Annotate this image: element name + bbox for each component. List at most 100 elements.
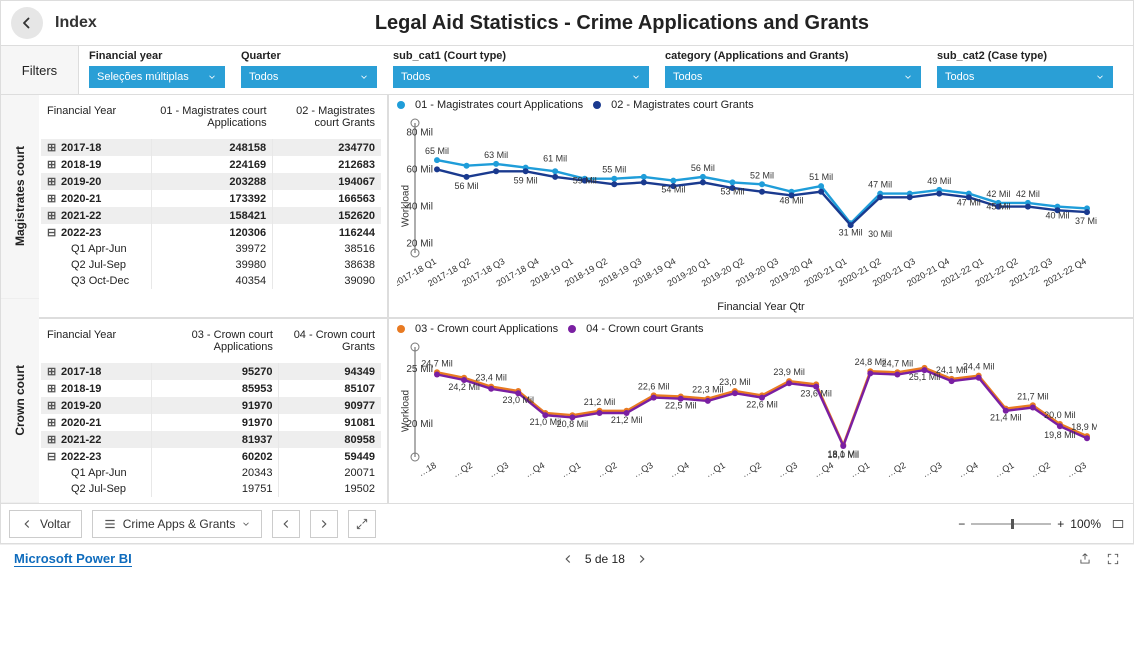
expand-icon[interactable]: ⊞ bbox=[47, 175, 57, 188]
table-row[interactable]: ⊟2022-236020259449 bbox=[41, 448, 381, 465]
filter-select-qtr[interactable]: Todos bbox=[241, 66, 377, 88]
svg-text:…Q2: …Q2 bbox=[1029, 460, 1052, 479]
svg-text:65 Mil: 65 Mil bbox=[425, 146, 449, 156]
svg-text:24,7 Mil: 24,7 Mil bbox=[421, 358, 453, 368]
table-cell: 120306 bbox=[151, 224, 273, 241]
svg-text:22,6 Mil: 22,6 Mil bbox=[746, 399, 778, 409]
table-row[interactable]: Q2 Jul-Sep1975119502 bbox=[41, 481, 381, 497]
table-cell: 194067 bbox=[273, 173, 381, 190]
table-cell: 90977 bbox=[279, 397, 381, 414]
table-row[interactable]: ⊞2017-189527094349 bbox=[41, 363, 381, 380]
svg-text:55 Mil: 55 Mil bbox=[602, 165, 626, 175]
table-cell: 85953 bbox=[151, 380, 279, 397]
filter-qtr: QuarterTodos bbox=[235, 46, 383, 94]
filter-select-fy[interactable]: Seleções múltiplas bbox=[89, 66, 225, 88]
fit-page-icon[interactable] bbox=[1111, 517, 1125, 531]
table-cell: 203288 bbox=[151, 173, 273, 190]
table-cell: Q1 Apr-Jun bbox=[41, 465, 151, 481]
table-row[interactable]: ⊞2020-21173392166563 bbox=[41, 190, 381, 207]
footer-prev-button[interactable] bbox=[272, 510, 300, 538]
svg-text:23,6 Mil: 23,6 Mil bbox=[800, 388, 832, 398]
svg-text:…Q2: …Q2 bbox=[740, 460, 763, 479]
chevron-right-icon[interactable] bbox=[635, 552, 649, 566]
zoom-slider[interactable] bbox=[971, 523, 1051, 525]
legend-swatch bbox=[568, 325, 576, 333]
table-row[interactable]: ⊞2019-209197090977 bbox=[41, 397, 381, 414]
gutter-label: Crown court bbox=[13, 365, 27, 436]
chevron-down-icon bbox=[631, 72, 641, 82]
zoom-control[interactable]: − + 100% bbox=[958, 517, 1101, 531]
gutter-mag: Magistrates court bbox=[1, 95, 39, 299]
table-row[interactable]: ⊞2018-19224169212683 bbox=[41, 156, 381, 173]
table-cell: Q2 Jul-Sep bbox=[41, 481, 151, 497]
svg-text:20 Mil: 20 Mil bbox=[406, 239, 433, 250]
svg-text:21,2 Mil: 21,2 Mil bbox=[584, 397, 616, 407]
table-row[interactable]: ⊞2018-198595385107 bbox=[41, 380, 381, 397]
expand-icon[interactable]: ⊞ bbox=[47, 433, 57, 446]
expand-icon[interactable]: ⊞ bbox=[47, 416, 57, 429]
expand-icon[interactable]: ⊞ bbox=[47, 141, 57, 154]
zoom-minus[interactable]: − bbox=[958, 517, 965, 531]
expand-icon[interactable]: ⊞ bbox=[47, 158, 57, 171]
table-row[interactable]: Q1 Apr-Jun3997238516 bbox=[41, 241, 381, 257]
chevron-left-icon[interactable] bbox=[561, 552, 575, 566]
filter-select-court[interactable]: Todos bbox=[393, 66, 649, 88]
expand-icon[interactable]: ⊞ bbox=[47, 365, 57, 378]
collapse-icon bbox=[355, 517, 369, 531]
fullscreen-icon[interactable] bbox=[1106, 552, 1120, 566]
filter-select-cat[interactable]: Todos bbox=[665, 66, 921, 88]
expand-icon[interactable]: ⊞ bbox=[47, 209, 57, 222]
table-mag: Financial Year01 - Magistrates court App… bbox=[39, 95, 389, 317]
table-cell: 81937 bbox=[151, 431, 279, 448]
chevron-down-icon bbox=[1095, 72, 1105, 82]
table-row[interactable]: Q2 Jul-Sep3998038638 bbox=[41, 257, 381, 273]
expand-icon[interactable]: ⊞ bbox=[47, 399, 57, 412]
powerbi-link[interactable]: Microsoft Power BI bbox=[14, 551, 132, 567]
table-row[interactable]: Q1 Apr-Jun2034320071 bbox=[41, 465, 381, 481]
y-axis-label: Workload bbox=[401, 390, 412, 432]
footer-back-button[interactable]: Voltar bbox=[9, 510, 82, 538]
expand-icon[interactable]: ⊞ bbox=[47, 382, 57, 395]
svg-text:24,2 Mil: 24,2 Mil bbox=[448, 382, 480, 392]
svg-text:…Q4: …Q4 bbox=[668, 460, 691, 479]
table-cell: Q1 Apr-Jun bbox=[41, 241, 151, 257]
filter-select-case[interactable]: Todos bbox=[937, 66, 1113, 88]
svg-text:45 Mil: 45 Mil bbox=[986, 201, 1010, 211]
footer-next-button[interactable] bbox=[310, 510, 338, 538]
table-cell: 19751 bbox=[151, 481, 279, 497]
table-row[interactable]: Q3 Oct-Dec4035439090 bbox=[41, 273, 381, 289]
chart-legend: 01 - Magistrates court Applications02 - … bbox=[397, 99, 1125, 111]
table-row[interactable]: ⊞2020-219197091081 bbox=[41, 414, 381, 431]
expand-icon[interactable]: ⊞ bbox=[47, 192, 57, 205]
table-row[interactable]: ⊟2022-23120306116244 bbox=[41, 224, 381, 241]
table-cell: ⊞2019-20 bbox=[41, 397, 151, 414]
chevron-down-icon bbox=[359, 72, 369, 82]
svg-text:22,6 Mil: 22,6 Mil bbox=[638, 381, 670, 391]
chevron-down-icon bbox=[241, 519, 251, 529]
chevron-right-icon bbox=[317, 517, 331, 531]
footer-tab-select[interactable]: Crime Apps & Grants bbox=[92, 510, 263, 538]
table-row[interactable]: ⊞2019-20203288194067 bbox=[41, 173, 381, 190]
table-row[interactable]: ⊞2017-18248158234770 bbox=[41, 139, 381, 156]
svg-text:24,7 Mil: 24,7 Mil bbox=[882, 358, 914, 368]
table-cell: 91970 bbox=[151, 414, 279, 431]
filters-row: Filters Financial yearSeleções múltiplas… bbox=[1, 45, 1133, 95]
table-cell: 158421 bbox=[151, 207, 273, 224]
pager: 5 de 18 bbox=[132, 552, 1078, 566]
footer-tab-label: Crime Apps & Grants bbox=[123, 517, 236, 531]
filter-court: sub_cat1 (Court type)Todos bbox=[387, 46, 655, 94]
collapse-icon[interactable]: ⊟ bbox=[47, 226, 57, 239]
index-link[interactable]: Index bbox=[55, 14, 97, 32]
footer-collapse-button[interactable] bbox=[348, 510, 376, 538]
table-row[interactable]: ⊞2021-22158421152620 bbox=[41, 207, 381, 224]
table-cell: ⊞2017-18 bbox=[41, 363, 151, 380]
svg-text:80 Mil: 80 Mil bbox=[406, 127, 433, 138]
table-cell: 38638 bbox=[273, 257, 381, 273]
table-row[interactable]: ⊞2021-228193780958 bbox=[41, 431, 381, 448]
table-cell: 40354 bbox=[151, 273, 273, 289]
collapse-icon[interactable]: ⊟ bbox=[47, 450, 57, 463]
zoom-plus[interactable]: + bbox=[1057, 517, 1064, 531]
y-axis-label: Workload bbox=[401, 185, 412, 227]
back-button[interactable] bbox=[11, 7, 43, 39]
share-icon[interactable] bbox=[1078, 552, 1092, 566]
